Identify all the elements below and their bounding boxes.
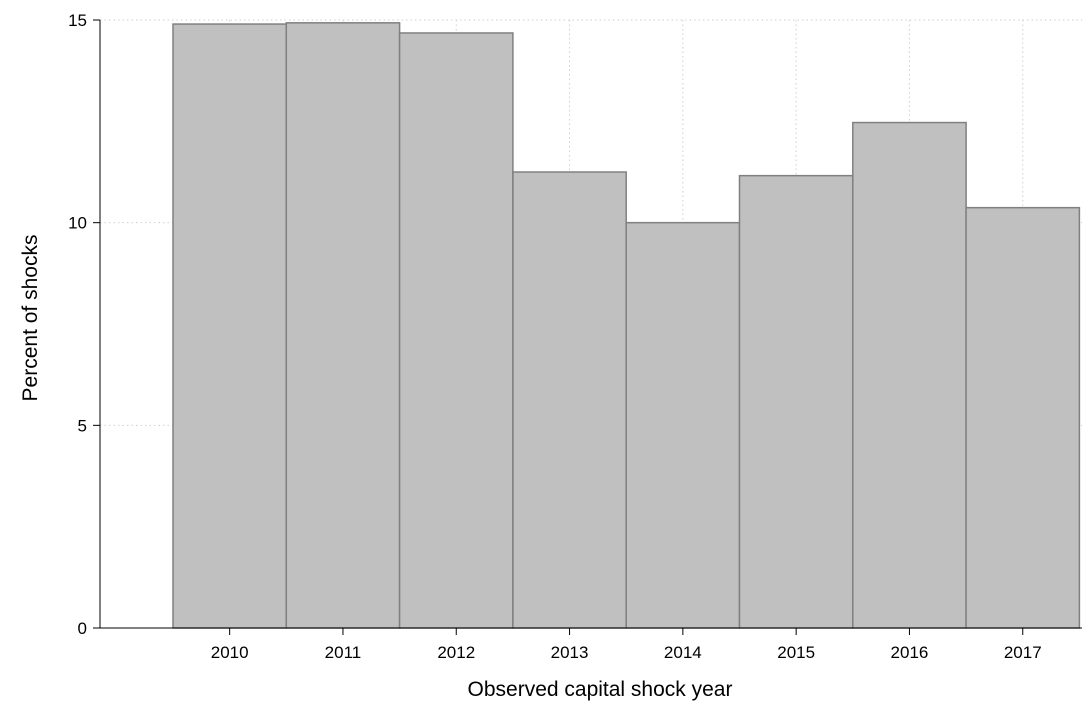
bar-2017 (965, 206, 1081, 629)
bar-2012 (398, 32, 514, 629)
bar-2013 (512, 171, 627, 629)
y-tick-label: 5 (78, 416, 87, 435)
bar-2014 (625, 221, 741, 629)
x-tick-label: 2011 (325, 643, 362, 662)
bar-2010 (172, 23, 288, 629)
bar-2015 (738, 174, 854, 629)
axes (99, 20, 1082, 629)
x-tick-label: 2016 (891, 643, 929, 662)
x-tick-label: 2015 (777, 643, 815, 662)
x-tick-label: 2012 (437, 643, 475, 662)
y-axis-title: Percent of shocks (19, 235, 42, 402)
y-axis-ticks: 0 5 10 15 (68, 11, 100, 638)
bars (172, 22, 1081, 629)
y-tick-label: 0 (78, 619, 87, 638)
x-axis-ticks: 2010 2011 2012 2013 2014 2015 2016 2017 (211, 628, 1042, 662)
x-tick-label: 2014 (664, 643, 702, 662)
y-tick-label: 10 (68, 214, 87, 233)
y-tick-label: 15 (68, 11, 87, 30)
x-tick-label: 2013 (551, 643, 589, 662)
bar-2011 (285, 22, 401, 629)
x-axis-title: Observed capital shock year (468, 678, 733, 701)
x-tick-label: 2010 (211, 643, 249, 662)
bar-2016 (852, 121, 967, 629)
x-tick-label: 2017 (1004, 643, 1042, 662)
